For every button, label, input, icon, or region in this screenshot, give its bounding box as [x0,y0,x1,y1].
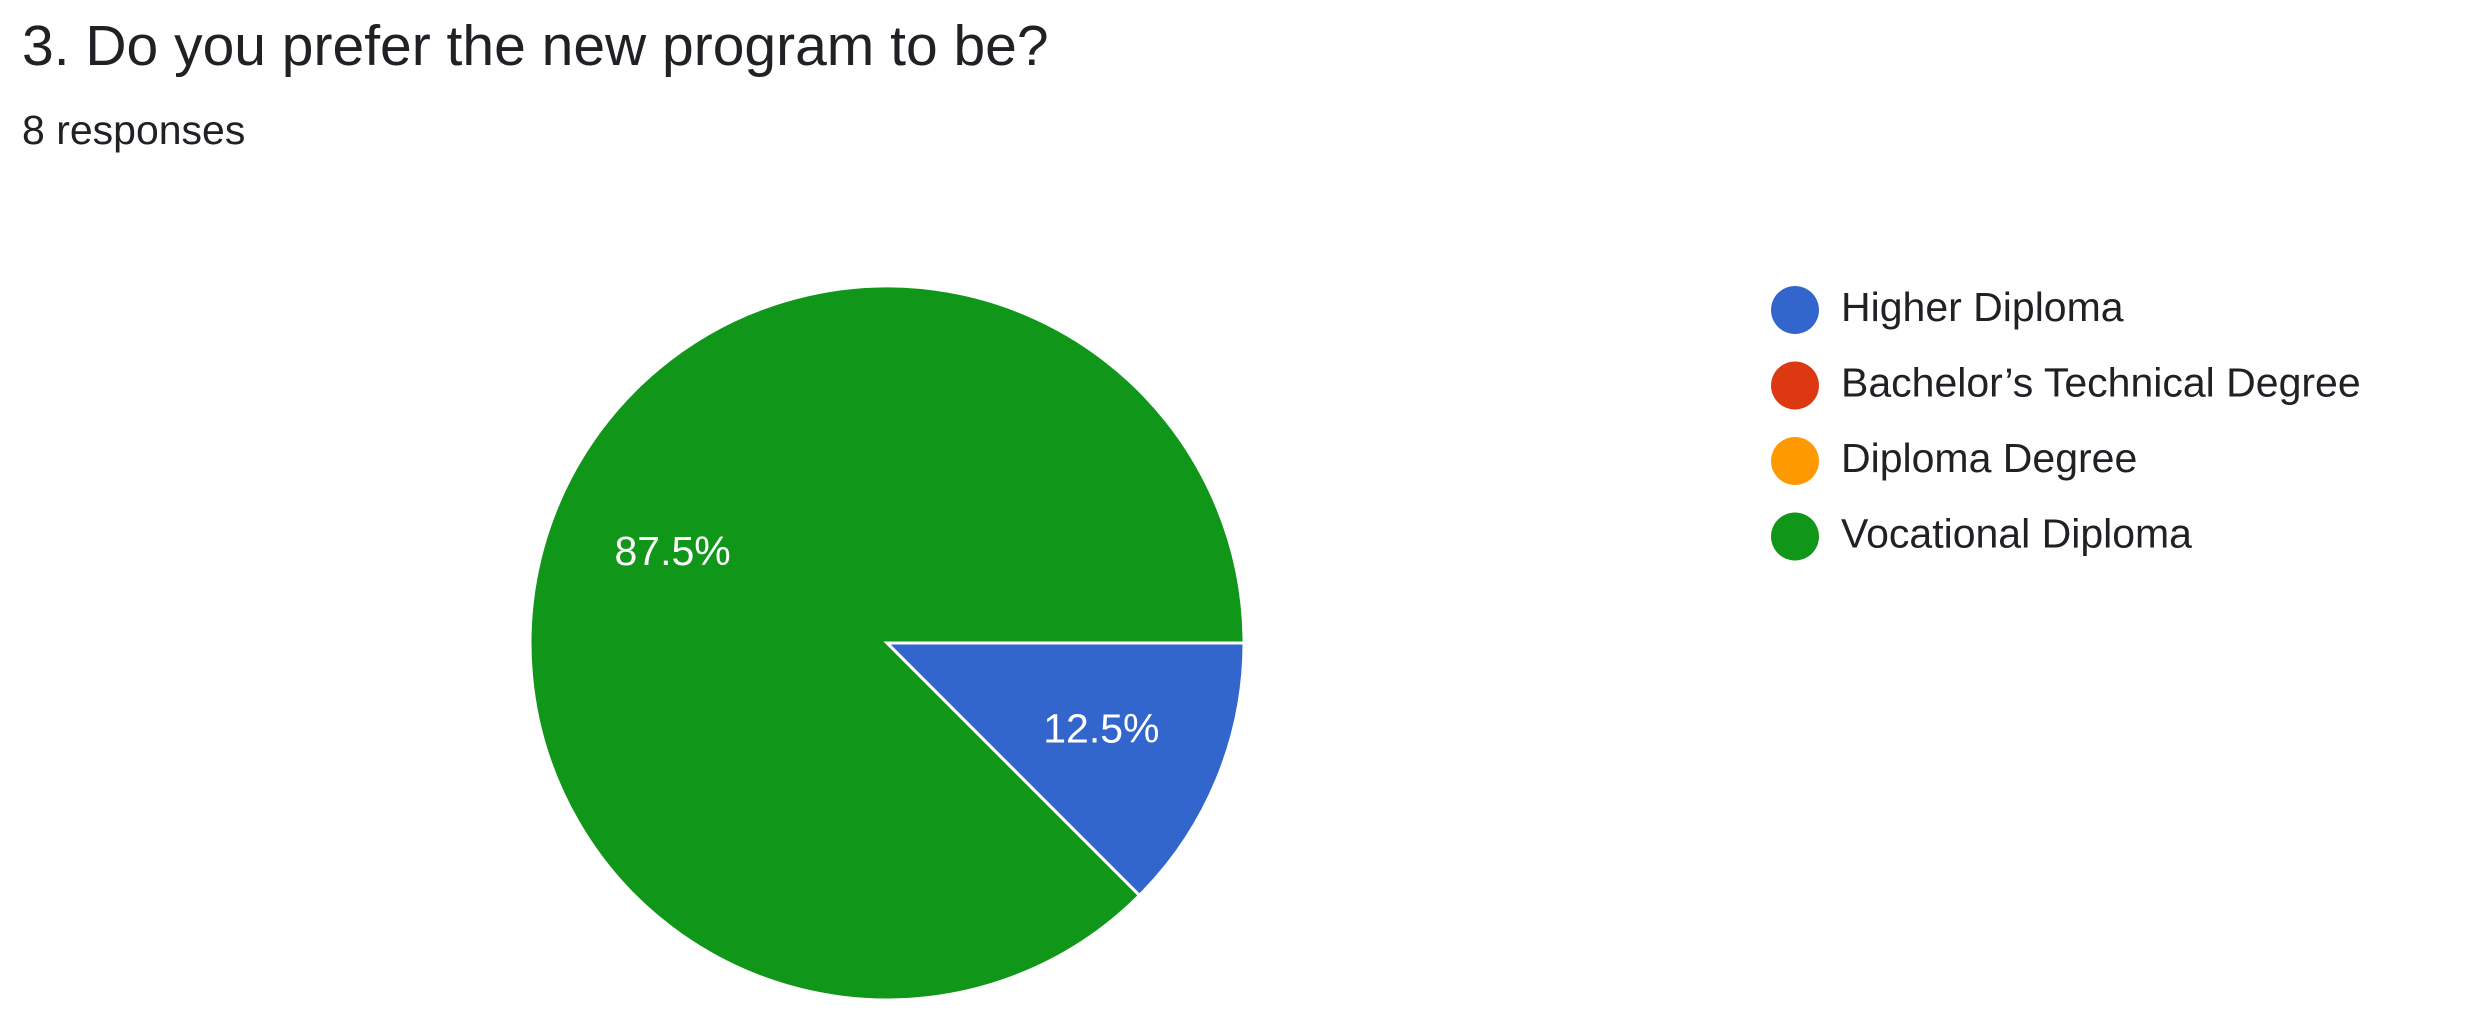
legend-marker [1771,512,1819,561]
legend-label: Bachelor’s Technical Degree [1841,359,2361,405]
legend-label: Vocational Diploma [1841,510,2192,556]
chart-subtitle: 8 responses [22,107,245,153]
legend-marker [1771,437,1819,485]
legend-marker [1771,361,1819,410]
legend-label: Diploma Degree [1841,435,2137,481]
legend-marker [1771,286,1819,334]
pie-slice [883,641,1246,898]
slice-label: 87.5% [614,528,730,574]
slice-label: 12.5% [1043,706,1159,752]
legend-label: Higher Diploma [1841,284,2124,330]
pie-slice [528,284,1246,1002]
chart-title: 3. Do you prefer the new program to be? [22,14,1049,78]
